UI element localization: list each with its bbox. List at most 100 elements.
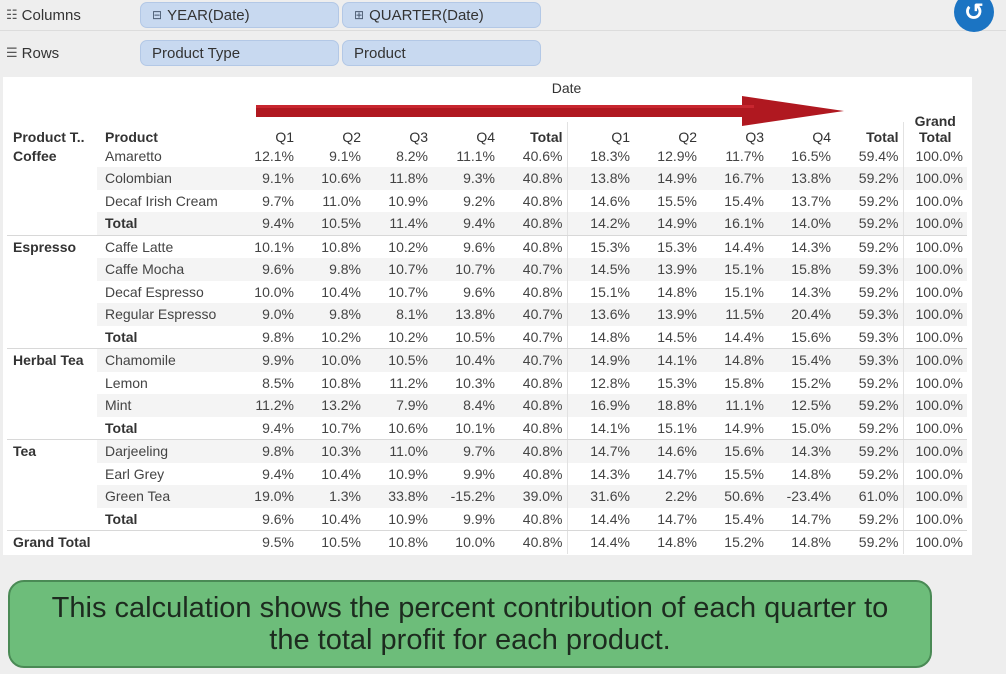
value-cell[interactable]: 100.0%	[903, 212, 967, 236]
value-cell[interactable]: 9.1%	[329, 147, 361, 164]
value-cell[interactable]: 14.4%	[701, 325, 768, 349]
quarter-header[interactable]: Q1	[275, 128, 294, 145]
product-type-pill[interactable]: Product Type	[140, 40, 339, 66]
value-cell[interactable]: 40.8%	[499, 507, 568, 531]
product-type-header[interactable]: Product T..	[13, 128, 85, 145]
value-cell[interactable]: 13.8%	[432, 303, 499, 326]
value-cell[interactable]: 40.7%	[499, 325, 568, 349]
value-cell[interactable]: 59.2%	[835, 235, 904, 258]
plus-box-icon[interactable]: ⊞	[354, 8, 365, 22]
value-cell[interactable]: 9.7%	[262, 192, 294, 209]
value-cell[interactable]: 19.0%	[230, 485, 298, 508]
grand-total-cell[interactable]: 40.8%	[499, 530, 568, 554]
grand-total-cell[interactable]: 14.8%	[768, 530, 835, 554]
value-cell[interactable]: 14.1%	[567, 416, 634, 440]
value-cell[interactable]: 100.0%	[915, 283, 963, 300]
value-cell[interactable]: 9.6%	[230, 258, 298, 281]
value-cell[interactable]: 59.2%	[835, 416, 904, 440]
value-cell[interactable]: 14.3%	[791, 283, 831, 300]
value-cell[interactable]: 59.2%	[835, 462, 904, 485]
grand-total-cell[interactable]: 14.8%	[634, 530, 701, 554]
grand-total-cell[interactable]: 100.0%	[903, 530, 967, 554]
grand-total-cell[interactable]: 10.0%	[432, 530, 499, 554]
value-cell[interactable]: 13.2%	[298, 394, 365, 417]
value-cell[interactable]: 14.8%	[657, 283, 697, 300]
value-cell[interactable]: 11.8%	[365, 167, 432, 190]
value-cell[interactable]: 10.9%	[388, 465, 428, 482]
value-cell[interactable]: 100.0%	[903, 394, 967, 417]
value-cell[interactable]: 10.2%	[388, 238, 428, 255]
value-cell[interactable]: 14.4%	[567, 507, 634, 531]
value-cell[interactable]: 100.0%	[903, 416, 967, 440]
value-cell[interactable]: 15.6%	[768, 325, 835, 349]
value-cell[interactable]: 15.1%	[590, 283, 630, 300]
year-total-header[interactable]: Total	[499, 122, 568, 145]
value-cell[interactable]: 14.6%	[634, 439, 701, 463]
value-cell[interactable]: 59.2%	[835, 507, 904, 531]
value-cell[interactable]: 9.3%	[432, 167, 499, 190]
quarter-header[interactable]: Q2	[678, 128, 697, 145]
value-cell[interactable]: 40.7%	[499, 348, 568, 372]
value-cell[interactable]: 15.8%	[768, 258, 835, 281]
value-cell[interactable]: 1.3%	[298, 485, 365, 508]
value-cell[interactable]: 40.7%	[499, 258, 568, 281]
value-cell[interactable]: 100.0%	[903, 348, 967, 372]
value-cell[interactable]: 11.1%	[701, 394, 768, 417]
value-cell[interactable]: 10.1%	[432, 416, 499, 440]
value-cell[interactable]: 39.0%	[499, 485, 568, 508]
value-cell[interactable]: 9.2%	[463, 192, 495, 209]
value-cell[interactable]: 10.4%	[432, 348, 499, 372]
value-cell[interactable]: 9.6%	[463, 238, 495, 255]
value-cell[interactable]: 9.4%	[230, 416, 298, 440]
value-cell[interactable]: 10.8%	[321, 374, 361, 391]
value-cell[interactable]: 9.4%	[262, 465, 294, 482]
value-cell[interactable]: 8.5%	[262, 374, 294, 391]
quarter-header[interactable]: Q3	[745, 128, 764, 145]
value-cell[interactable]: 10.7%	[298, 416, 365, 440]
value-cell[interactable]: 10.7%	[388, 283, 428, 300]
value-cell[interactable]: 100.0%	[915, 465, 963, 482]
value-cell[interactable]: 14.9%	[634, 212, 701, 236]
value-cell[interactable]: 14.8%	[791, 465, 831, 482]
value-cell[interactable]: -15.2%	[432, 485, 499, 508]
value-cell[interactable]: 15.5%	[657, 192, 697, 209]
value-cell[interactable]: 100.0%	[915, 147, 963, 164]
value-cell[interactable]: 40.8%	[499, 462, 568, 485]
value-cell[interactable]: 40.8%	[499, 439, 568, 463]
value-cell[interactable]: 59.2%	[835, 189, 904, 212]
value-cell[interactable]: 15.3%	[657, 374, 697, 391]
value-cell[interactable]: 9.6%	[463, 283, 495, 300]
value-cell[interactable]: 14.5%	[634, 325, 701, 349]
value-cell[interactable]: 14.5%	[567, 258, 634, 281]
quarter-header[interactable]: Q4	[812, 128, 831, 145]
value-cell[interactable]: 100.0%	[903, 167, 967, 190]
value-cell[interactable]: 100.0%	[903, 439, 967, 463]
value-cell[interactable]: 10.0%	[254, 283, 294, 300]
value-cell[interactable]: 100.0%	[903, 485, 967, 508]
value-cell[interactable]: 100.0%	[915, 192, 963, 209]
value-cell[interactable]: 40.8%	[499, 167, 568, 190]
value-cell[interactable]: 13.7%	[791, 192, 831, 209]
value-cell[interactable]: 15.1%	[701, 258, 768, 281]
value-cell[interactable]: 59.3%	[835, 258, 904, 281]
value-cell[interactable]: 100.0%	[915, 374, 963, 391]
value-cell[interactable]: 9.9%	[463, 465, 495, 482]
value-cell[interactable]: 9.6%	[230, 507, 298, 531]
value-cell[interactable]: 9.9%	[432, 507, 499, 531]
value-cell[interactable]: 18.3%	[590, 147, 630, 164]
value-cell[interactable]: 14.8%	[701, 348, 768, 372]
value-cell[interactable]: 9.4%	[432, 212, 499, 236]
value-cell[interactable]: 40.8%	[499, 235, 568, 258]
value-cell[interactable]: 8.4%	[432, 394, 499, 417]
value-cell[interactable]: 100.0%	[915, 238, 963, 255]
value-cell[interactable]: 13.6%	[567, 303, 634, 326]
value-cell[interactable]: 14.3%	[590, 465, 630, 482]
value-cell[interactable]: 40.8%	[499, 280, 568, 303]
grand-total-cell[interactable]: 9.5%	[230, 530, 298, 554]
value-cell[interactable]: 15.8%	[724, 374, 764, 391]
value-cell[interactable]: 13.9%	[634, 303, 701, 326]
value-cell[interactable]: 12.1%	[254, 147, 294, 164]
value-cell[interactable]: 11.0%	[322, 192, 361, 209]
value-cell[interactable]: 14.4%	[724, 238, 764, 255]
grand-total-cell[interactable]: 59.2%	[835, 530, 904, 554]
